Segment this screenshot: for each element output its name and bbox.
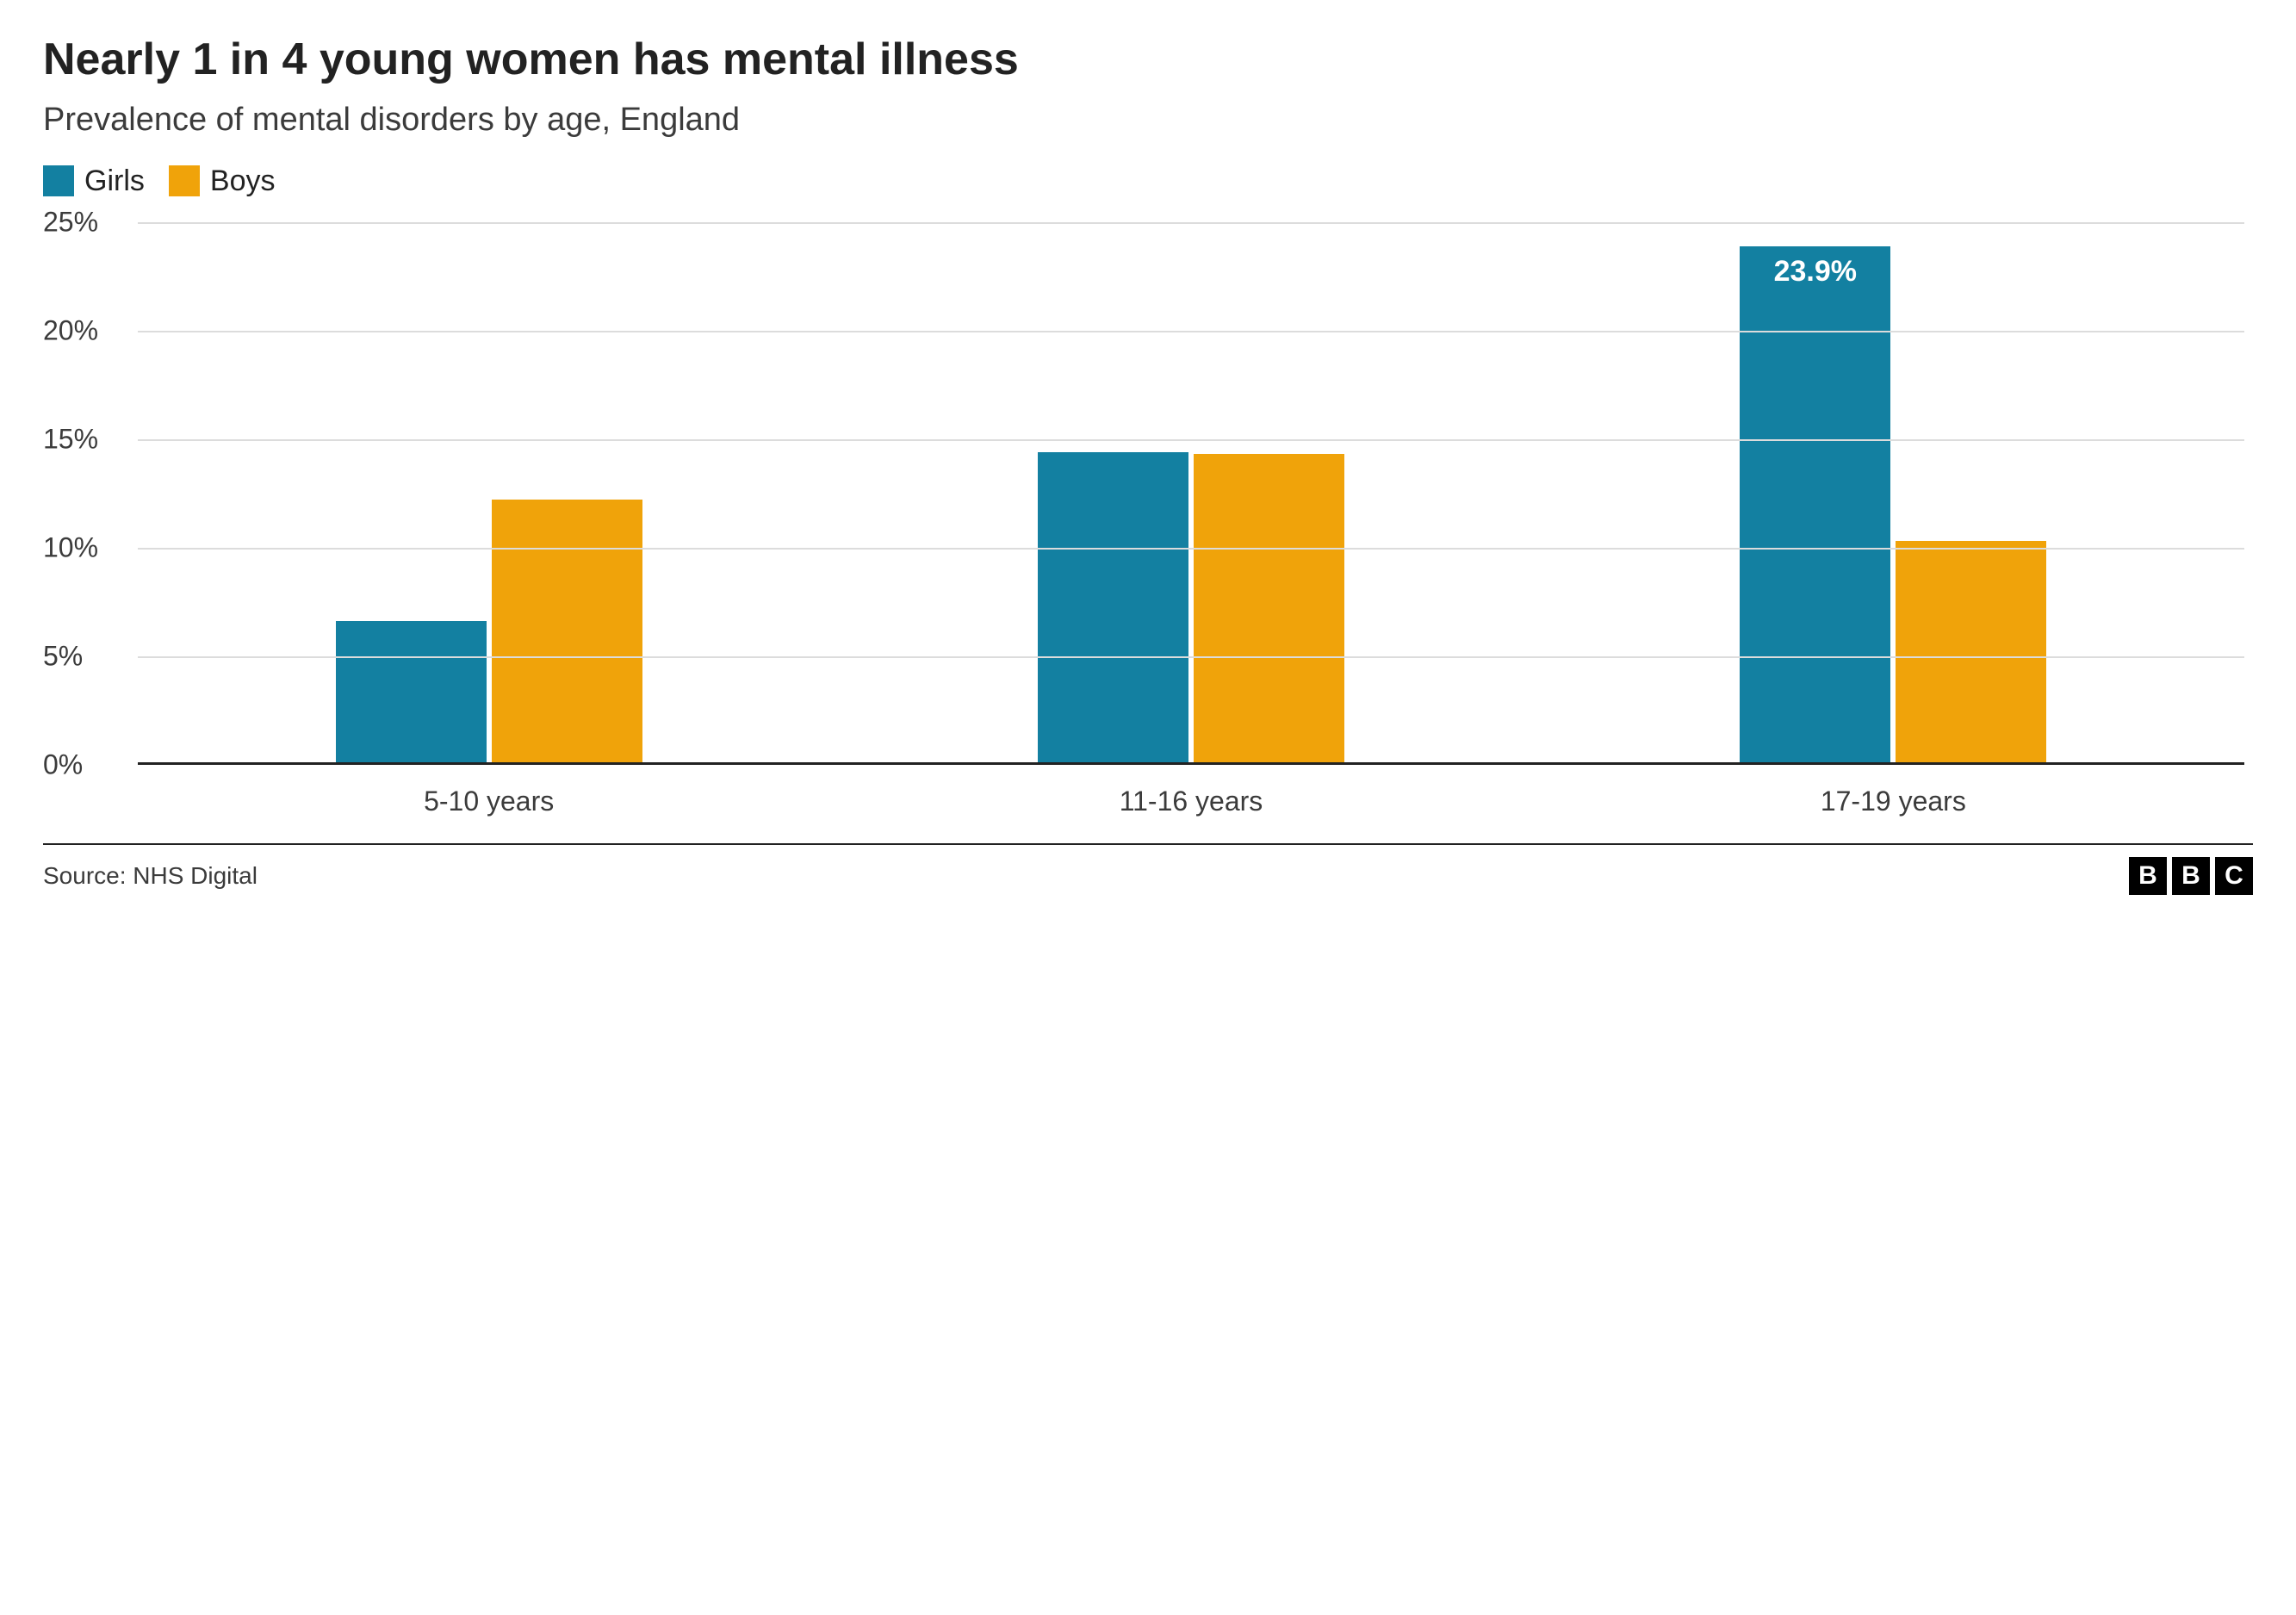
x-axis-labels: 5-10 years11-16 years17-19 years — [138, 786, 2244, 817]
legend-label: Girls — [84, 165, 145, 198]
plot-region: 23.9% — [138, 222, 2244, 765]
y-tick-label: 20% — [43, 314, 129, 346]
x-tick-label: 11-16 years — [840, 786, 1542, 817]
bar-group — [138, 222, 840, 765]
x-tick-label: 17-19 years — [1542, 786, 2244, 817]
chart-container: 23.9% 0%5%10%15%20%25% 5-10 years11-16 y… — [43, 222, 2253, 817]
bbc-logo: BBC — [2129, 857, 2253, 895]
legend-swatch — [43, 165, 74, 196]
gridline — [138, 222, 2244, 224]
bar — [336, 621, 487, 764]
chart-plot-area: 23.9% 0%5%10%15%20%25% — [43, 222, 2253, 765]
x-tick-label: 5-10 years — [138, 786, 840, 817]
bar — [492, 500, 642, 764]
bar — [1896, 541, 2046, 765]
legend-item: Boys — [169, 165, 276, 198]
legend-swatch — [169, 165, 200, 196]
legend: Girls Boys — [43, 165, 2253, 198]
legend-label: Boys — [210, 165, 276, 198]
bar-groups: 23.9% — [138, 222, 2244, 765]
gridline — [138, 439, 2244, 441]
bar-group: 23.9% — [1542, 222, 2244, 765]
gridline — [138, 656, 2244, 658]
y-tick-label: 0% — [43, 748, 129, 780]
legend-item: Girls — [43, 165, 145, 198]
bar — [1194, 454, 1344, 764]
y-tick-label: 10% — [43, 531, 129, 563]
source-text: Source: NHS Digital — [43, 862, 258, 890]
x-axis-baseline — [138, 762, 2244, 765]
gridline — [138, 331, 2244, 332]
chart-subtitle: Prevalence of mental disorders by age, E… — [43, 102, 2253, 139]
bbc-logo-letter: B — [2172, 857, 2210, 895]
gridline — [138, 548, 2244, 550]
chart-footer: Source: NHS Digital BBC — [43, 843, 2253, 895]
y-tick-label: 5% — [43, 640, 129, 672]
bar-data-label: 23.9% — [1740, 255, 1890, 289]
chart-title: Nearly 1 in 4 young women has mental ill… — [43, 34, 2253, 86]
bbc-logo-letter: B — [2129, 857, 2167, 895]
bar — [1038, 452, 1188, 765]
bar: 23.9% — [1740, 246, 1890, 765]
y-tick-label: 15% — [43, 423, 129, 455]
y-tick-label: 25% — [43, 206, 129, 238]
bar-group — [840, 222, 1542, 765]
bbc-logo-letter: C — [2215, 857, 2253, 895]
